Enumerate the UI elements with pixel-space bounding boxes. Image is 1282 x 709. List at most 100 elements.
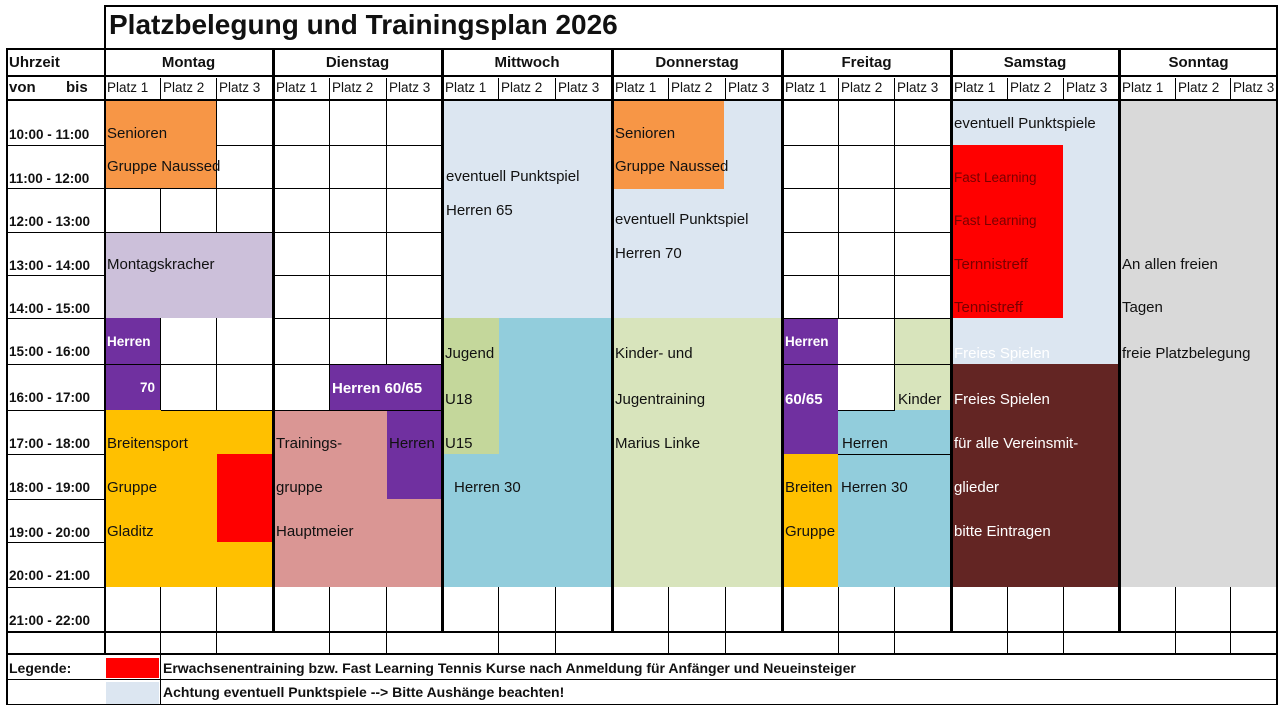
time-label: 19:00 - 20:00 <box>9 525 91 540</box>
di-herren-label: Herren <box>389 435 435 452</box>
court-divider-header <box>725 78 726 101</box>
row-divider <box>104 188 273 189</box>
court-divider-header <box>838 78 839 101</box>
court-divider-header <box>329 78 330 101</box>
row-divider <box>782 364 951 365</box>
mi-herren30-label: Herren 30 <box>454 479 521 496</box>
row-divider <box>104 364 273 365</box>
row-divider <box>217 145 273 146</box>
court-header: Platz 3 <box>1233 80 1275 95</box>
mo-gruppe2-label: Gruppe <box>107 479 158 496</box>
court-divider <box>216 587 217 654</box>
block-mo-senioren <box>105 101 217 189</box>
time-row-divider <box>6 587 104 588</box>
do-kinder-label: Kinder- und <box>615 345 693 362</box>
court-divider <box>329 101 330 410</box>
do-marius-label: Marius Linke <box>615 435 701 452</box>
court-divider-header <box>1007 78 1008 101</box>
day-border <box>781 48 784 633</box>
legend-red-text: Erwachsenentraining bzw. Fast Learning T… <box>163 660 856 676</box>
time-row-divider <box>6 542 104 543</box>
court-divider-header <box>894 78 895 101</box>
court-divider-header <box>1175 78 1176 101</box>
time-label: 11:00 - 12:00 <box>9 171 90 186</box>
fr-6065-label: 60/65 <box>785 391 823 408</box>
header-top-border <box>6 48 1278 50</box>
title-left-border <box>104 5 106 51</box>
do-punktspiel-label: eventuell Punktspiel <box>615 211 749 228</box>
time-label: 12:00 - 13:00 <box>9 214 91 229</box>
di-trainings-label: Trainings- <box>276 435 343 452</box>
right-border <box>1276 5 1278 705</box>
row-divider <box>104 232 273 233</box>
court-divider <box>160 587 161 654</box>
day-header-2: Mittwoch <box>494 54 560 71</box>
court-header: Platz 2 <box>501 80 543 95</box>
row-divider <box>782 145 951 146</box>
court-header: Platz 1 <box>276 80 318 95</box>
court-divider <box>894 101 895 410</box>
time-row-divider <box>6 410 104 411</box>
court-divider <box>838 587 839 654</box>
day-header-1: Dienstag <box>325 54 390 71</box>
court-header: Platz 2 <box>163 80 205 95</box>
court-divider <box>1007 587 1008 654</box>
grid-bottom-border <box>6 631 1278 633</box>
mi-u15-label: U15 <box>445 435 473 452</box>
court-header: Platz 1 <box>445 80 487 95</box>
di-herren6065-label: Herren 60/65 <box>332 380 423 397</box>
so-an-label: An allen freien <box>1122 256 1218 273</box>
row-divider <box>273 232 442 233</box>
sa-fast2-label: Fast Learning <box>954 213 1037 228</box>
legend-mid-border <box>6 679 1278 680</box>
court-header: Platz 1 <box>615 80 657 95</box>
mo-breitensport-label: Breitensport <box>107 435 188 452</box>
court-divider-header <box>216 78 217 101</box>
block-fr-herren6065 <box>783 318 838 454</box>
court-header: Platz 1 <box>785 80 827 95</box>
legend-label: Legende: <box>9 660 72 676</box>
mo-70-label: 70 <box>140 380 156 395</box>
row-divider <box>838 410 895 411</box>
left-border <box>6 48 8 705</box>
court-divider <box>329 587 330 654</box>
time-row-divider <box>6 364 104 365</box>
mo-herren-label: Herren <box>107 334 151 349</box>
court-divider-header <box>386 78 387 101</box>
block-mo-red <box>217 454 272 542</box>
uhrzeit-label: Uhrzeit <box>9 54 60 71</box>
block-sa-freiesspielen <box>952 364 1118 587</box>
fr-herren-b-label: Herren <box>842 435 888 452</box>
block-mi-jugend <box>443 318 499 454</box>
court-divider-header <box>1230 78 1231 101</box>
court-header: Platz 3 <box>897 80 939 95</box>
day-header-0: Montag <box>161 54 216 71</box>
time-row-divider <box>6 232 104 233</box>
legend-top-border <box>6 653 1278 655</box>
day-header-3: Donnerstag <box>655 54 739 71</box>
so-tagen-label: Tagen <box>1122 299 1163 316</box>
court-header: Platz 3 <box>728 80 770 95</box>
time-label: 14:00 - 15:00 <box>9 301 91 316</box>
court-header: Platz 2 <box>1178 80 1220 95</box>
block-fr-breiten <box>783 454 838 587</box>
court-header: Platz 1 <box>954 80 996 95</box>
sa-fuer-label: für alle Vereinsmit- <box>954 435 1079 452</box>
do-senioren-label: Senioren <box>615 125 676 142</box>
title-top-border <box>104 5 1278 7</box>
mo-gruppe-label: Gruppe Naussed <box>107 158 221 175</box>
time-row-divider <box>6 275 104 276</box>
row-divider <box>838 454 951 455</box>
fr-breiten-label: Breiten <box>785 479 833 496</box>
block-do-jugendtraining <box>613 318 781 587</box>
block-sa-fastlearning <box>952 145 1063 318</box>
block-fr-herren30 <box>838 410 950 587</box>
mo-gladitz-label: Gladitz <box>107 523 154 540</box>
von-label: von <box>9 79 36 96</box>
court-header: Platz 1 <box>107 80 149 95</box>
day-border <box>950 48 953 633</box>
court-header: Platz 2 <box>841 80 883 95</box>
day-border <box>441 48 444 633</box>
row-divider <box>273 188 442 189</box>
